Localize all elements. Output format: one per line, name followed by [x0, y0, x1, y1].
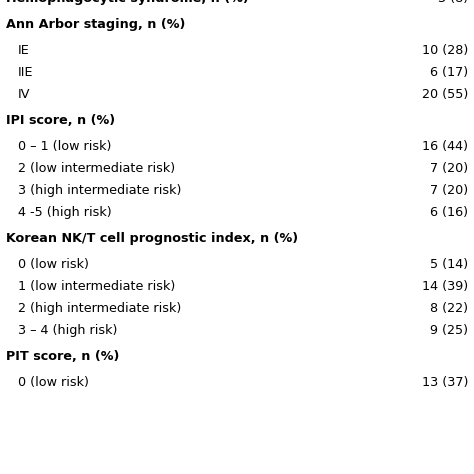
- Text: 2 (low intermediate risk): 2 (low intermediate risk): [18, 162, 175, 175]
- Text: 3 – 4 (high risk): 3 – 4 (high risk): [18, 324, 118, 337]
- Text: 9 (25): 9 (25): [430, 324, 468, 337]
- Text: 3 (8): 3 (8): [438, 0, 468, 5]
- Text: 2 (high intermediate risk): 2 (high intermediate risk): [18, 302, 181, 315]
- Text: 14 (39): 14 (39): [422, 280, 468, 293]
- Text: 13 (37): 13 (37): [422, 376, 468, 389]
- Text: 3 (high intermediate risk): 3 (high intermediate risk): [18, 184, 182, 197]
- Text: PIT score, n (%): PIT score, n (%): [6, 350, 119, 363]
- Text: IV: IV: [18, 88, 30, 101]
- Text: 0 (low risk): 0 (low risk): [18, 258, 89, 271]
- Text: IIE: IIE: [18, 66, 34, 79]
- Text: 6 (16): 6 (16): [430, 206, 468, 219]
- Text: 7 (20): 7 (20): [430, 184, 468, 197]
- Text: Korean NK/T cell prognostic index, n (%): Korean NK/T cell prognostic index, n (%): [6, 232, 298, 245]
- Text: 4 -5 (high risk): 4 -5 (high risk): [18, 206, 111, 219]
- Text: 1 (low intermediate risk): 1 (low intermediate risk): [18, 280, 175, 293]
- Text: 8 (22): 8 (22): [430, 302, 468, 315]
- Text: Ann Arbor staging, n (%): Ann Arbor staging, n (%): [6, 18, 185, 31]
- Text: 10 (28): 10 (28): [422, 44, 468, 57]
- Text: Hemophagocytic syndrome, n (%): Hemophagocytic syndrome, n (%): [6, 0, 249, 5]
- Text: 20 (55): 20 (55): [422, 88, 468, 101]
- Text: IE: IE: [18, 44, 30, 57]
- Text: 0 – 1 (low risk): 0 – 1 (low risk): [18, 140, 111, 153]
- Text: 7 (20): 7 (20): [430, 162, 468, 175]
- Text: 5 (14): 5 (14): [430, 258, 468, 271]
- Text: 16 (44): 16 (44): [422, 140, 468, 153]
- Text: 0 (low risk): 0 (low risk): [18, 376, 89, 389]
- Text: IPI score, n (%): IPI score, n (%): [6, 114, 115, 127]
- Text: 6 (17): 6 (17): [430, 66, 468, 79]
